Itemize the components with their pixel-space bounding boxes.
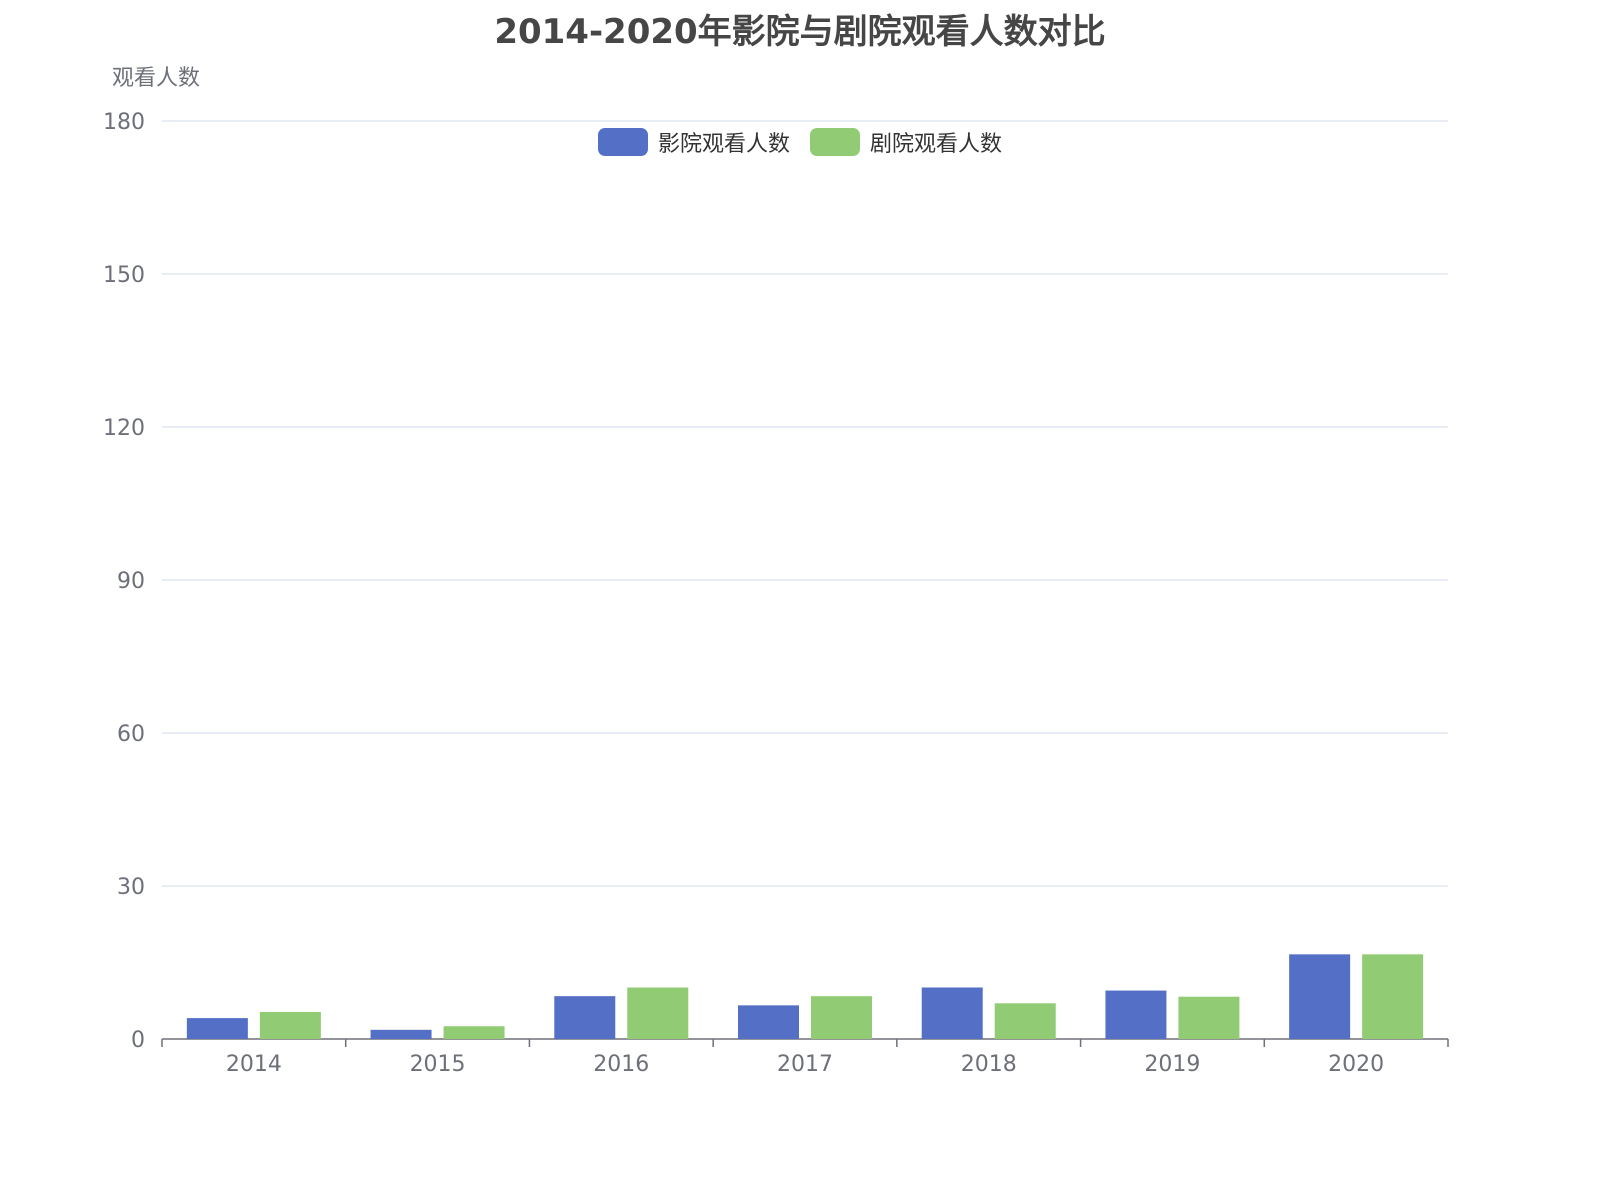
bar-theater-2018[interactable] [994,1003,1056,1039]
bar-cinema-2020[interactable] [1289,954,1351,1039]
y-tick-label: 0 [131,1028,145,1053]
y-tick-label: 120 [103,416,145,441]
bar-theater-2020[interactable] [1362,954,1424,1039]
bar-theater-2016[interactable] [627,987,689,1039]
bar-cinema-2018[interactable] [921,987,983,1039]
bar-theater-2014[interactable] [259,1011,321,1039]
legend-swatch-cinema [597,128,648,156]
bar-theater-2019[interactable] [1178,996,1240,1039]
x-tick-label: 2020 [1328,1052,1384,1077]
bar-theater-2015[interactable] [443,1026,505,1039]
x-tick-label: 2017 [777,1052,833,1077]
y-tick-label: 150 [103,263,145,288]
bar-cinema-2014[interactable] [186,1018,248,1039]
legend-label-theater: 剧院观看人数 [870,132,1003,157]
legend-item-cinema[interactable]: 影院观看人数 [597,126,790,158]
x-tick-label: 2018 [961,1052,1017,1077]
y-axis-name: 观看人数 [112,66,201,91]
chart-title: 2014-2020年影院与剧院观看人数对比 [494,12,1106,52]
legend-item-theater[interactable]: 剧院观看人数 [810,126,1002,158]
y-tick-label: 180 [103,110,145,135]
y-tick-label: 30 [117,875,145,900]
y-tick-label: 90 [117,569,145,594]
y-tick-label: 60 [117,722,145,747]
legend-swatch-theater [810,128,860,156]
legend: 影院观看人数 剧院观看人数 [0,126,1600,158]
bar-cinema-2017[interactable] [738,1005,799,1039]
bar-theater-2017[interactable] [811,996,872,1039]
bar-cinema-2019[interactable] [1105,990,1167,1039]
bar-cinema-2016[interactable] [554,996,616,1039]
x-tick-label: 2015 [410,1052,466,1077]
x-tick-label: 2014 [226,1052,282,1077]
x-tick-label: 2019 [1144,1052,1200,1077]
x-tick-label: 2016 [593,1052,649,1077]
legend-label-cinema: 影院观看人数 [657,132,790,157]
bar-cinema-2015[interactable] [370,1029,432,1039]
